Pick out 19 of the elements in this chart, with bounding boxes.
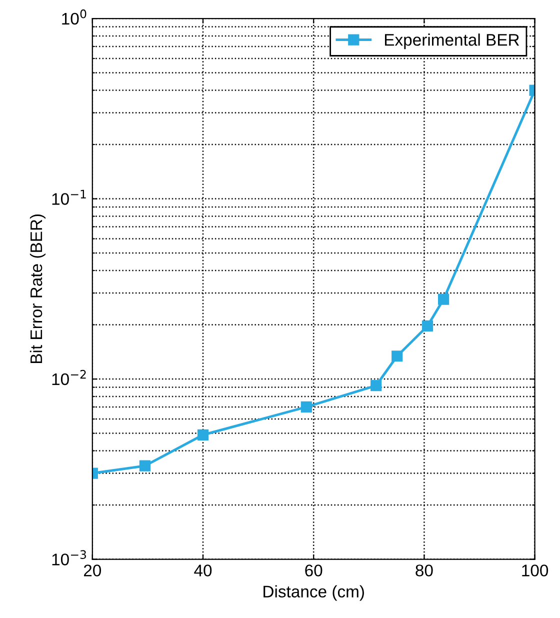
point	[438, 294, 450, 305]
x-tick-label: 100	[522, 564, 548, 576]
y-axis-title: Bit Error Rate (BER)	[30, 214, 46, 364]
y-tick-label: 10$^{−3}$	[52, 550, 86, 566]
x-tick-label: 20	[84, 564, 102, 576]
x-tick-label: 80	[416, 564, 433, 576]
point	[392, 350, 403, 362]
x-axis-title: Distance (cm)	[264, 585, 364, 601]
point	[370, 380, 382, 392]
x-tick-label: 40	[194, 564, 212, 576]
point	[197, 429, 209, 440]
point	[422, 320, 434, 332]
y-tick-label: 10$^{0}$	[62, 9, 86, 25]
legend-label: Experimental BER	[385, 34, 520, 50]
point	[139, 460, 150, 472]
y-tick-label: 10$^{−1}$	[52, 190, 86, 205]
y-tick-label: 10$^{−2}$	[52, 370, 86, 386]
point	[300, 401, 312, 413]
x-tick-label: 60	[305, 564, 322, 576]
